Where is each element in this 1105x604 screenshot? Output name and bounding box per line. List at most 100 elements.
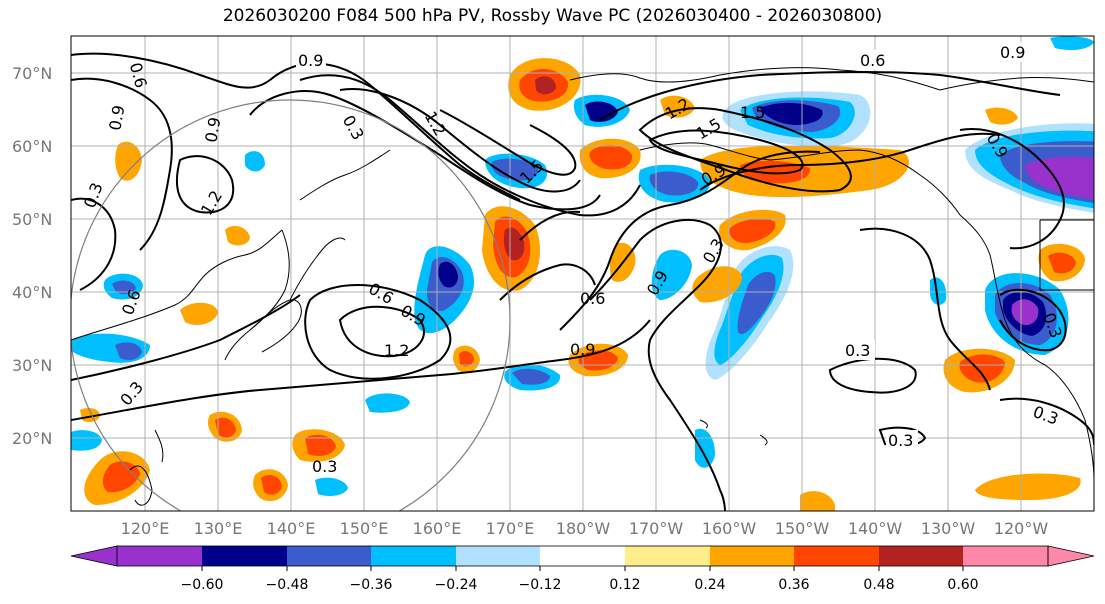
anomaly-negative	[651, 249, 692, 300]
contour-label: 1.5	[740, 103, 765, 122]
colorbar-frame	[116, 545, 1049, 567]
contour-label: 0.9	[298, 51, 323, 70]
contour-label: 1.2	[197, 187, 226, 219]
colorbar-tick-label: 0.48	[863, 577, 894, 593]
colorbar-swatch	[70, 545, 118, 567]
anomaly-negative	[71, 430, 102, 451]
lon-tick: 160°E	[413, 519, 462, 538]
colorbar-swatch	[963, 546, 1048, 566]
anomaly-negative	[512, 368, 550, 385]
contour-label: 0.9	[201, 116, 224, 144]
contour-label: 0.6	[126, 61, 151, 91]
lon-tick: 170°W	[629, 519, 684, 538]
lon-tick: 130°W	[921, 519, 976, 538]
lon-tick: 140°E	[267, 519, 316, 538]
anomaly-negative	[491, 158, 539, 181]
contour-label: 0.9	[570, 340, 595, 359]
lat-tick: 60°N	[12, 137, 52, 156]
colorbar-swatch	[456, 546, 540, 566]
contour-label: 0.3	[888, 431, 913, 450]
anomaly-positive	[589, 145, 633, 170]
anomaly-negative	[1050, 36, 1094, 50]
grid-lines	[71, 36, 1094, 511]
lat-tick: 50°N	[12, 210, 52, 229]
anomaly-positive	[225, 225, 250, 246]
highlight-circle	[71, 99, 511, 511]
anomaly-positive	[975, 473, 1081, 500]
colorbar-tick-label: 0.24	[694, 577, 725, 593]
colorbar-swatch	[371, 546, 456, 566]
contour-label: 0.3	[845, 341, 870, 360]
anomaly-positive	[215, 417, 236, 438]
contour-label-group: 0.9 0.6 0.9 0.6 0.9 1.2 0.3 0.9 1.2 1.5 …	[80, 42, 1066, 476]
colorbar-tick-label: −0.24	[435, 577, 478, 593]
anomaly-negative	[737, 271, 776, 335]
colorbar-tick-label: 0.60	[947, 577, 978, 593]
colorbar-swatch	[879, 546, 963, 566]
pv-contours	[71, 52, 1094, 511]
colorbar-tick-label: −0.12	[519, 577, 562, 593]
lon-tick: 120°W	[994, 519, 1049, 538]
colorbar-ticks	[201, 566, 964, 571]
colorbar-swatch	[202, 546, 287, 566]
contour-label: 0.6	[580, 289, 605, 308]
map-title: 2026030200 F084 500 hPa PV, Rossby Wave …	[222, 6, 883, 26]
anomaly-positive	[800, 491, 835, 511]
lon-tick: 170°E	[486, 519, 535, 538]
lon-tick: 180°W	[556, 519, 611, 538]
colorbar-swatch	[794, 546, 879, 566]
anomaly-positive	[180, 302, 218, 325]
anomaly-positive	[692, 266, 742, 303]
map-frame	[70, 35, 1095, 512]
anomaly-negative	[585, 101, 618, 122]
anomaly-positive	[729, 218, 776, 244]
lon-tick: 120°E	[121, 519, 170, 538]
anomaly-positive	[115, 141, 142, 181]
anomaly-negative	[112, 280, 136, 295]
lat-tick-labels: 70°N 60°N 50°N 40°N 30°N 20°N	[12, 64, 52, 448]
lat-tick: 70°N	[12, 64, 52, 83]
contour-label: 0.9	[105, 104, 128, 132]
coastlines	[71, 67, 1094, 506]
lon-tick: 160°W	[702, 519, 757, 538]
lat-tick: 20°N	[12, 429, 52, 448]
anomaly-positive	[305, 434, 336, 456]
colorbar-tick-label: −0.36	[350, 577, 393, 593]
anomaly-positive	[503, 227, 525, 261]
colorbar: −0.60 −0.48 −0.36 −0.24 −0.12 0.12 0.24 …	[70, 545, 1095, 593]
anomaly-negative	[930, 277, 947, 305]
anomaly-positive	[261, 474, 282, 495]
colorbar-swatch	[1047, 545, 1095, 567]
contour-label: 0.6	[365, 279, 397, 308]
contour-label: 0.9	[1000, 43, 1025, 62]
lon-tick: 150°E	[340, 519, 389, 538]
anomaly-negative	[115, 342, 142, 360]
anomaly-negative	[245, 151, 265, 172]
contour-label: 0.3	[339, 112, 368, 144]
anomaly-negative	[695, 428, 715, 468]
colorbar-swatch	[117, 546, 202, 566]
contour-label: 0.3	[312, 457, 337, 476]
anomaly-positive	[1048, 252, 1076, 274]
anomaly-negative	[365, 393, 410, 413]
anomaly-negative	[315, 477, 348, 496]
anomaly-positive	[459, 351, 474, 367]
anomaly-negative	[438, 261, 458, 288]
contour-label: 1.5	[693, 114, 725, 143]
anomaly-negative	[1025, 156, 1094, 199]
colorbar-swatch	[287, 546, 371, 566]
colorbar-swatch	[625, 546, 710, 566]
anomaly-positive	[985, 107, 1018, 125]
lon-tick-labels: 120°E 130°E 140°E 150°E 160°E 170°E 180°…	[121, 519, 1049, 538]
anomaly-positive	[535, 76, 556, 95]
lon-tick: 140°W	[848, 519, 903, 538]
colorbar-tick-label: 0.36	[778, 577, 809, 593]
anomaly-positive	[740, 160, 811, 184]
colorbar-tick-label: 0.12	[609, 577, 640, 593]
anomaly-negative	[760, 102, 823, 125]
lon-tick: 130°E	[194, 519, 243, 538]
colorbar-tick-label: −0.48	[266, 577, 309, 593]
contour-label: 1.2	[384, 341, 409, 360]
contour-label: 0.3	[116, 378, 147, 410]
